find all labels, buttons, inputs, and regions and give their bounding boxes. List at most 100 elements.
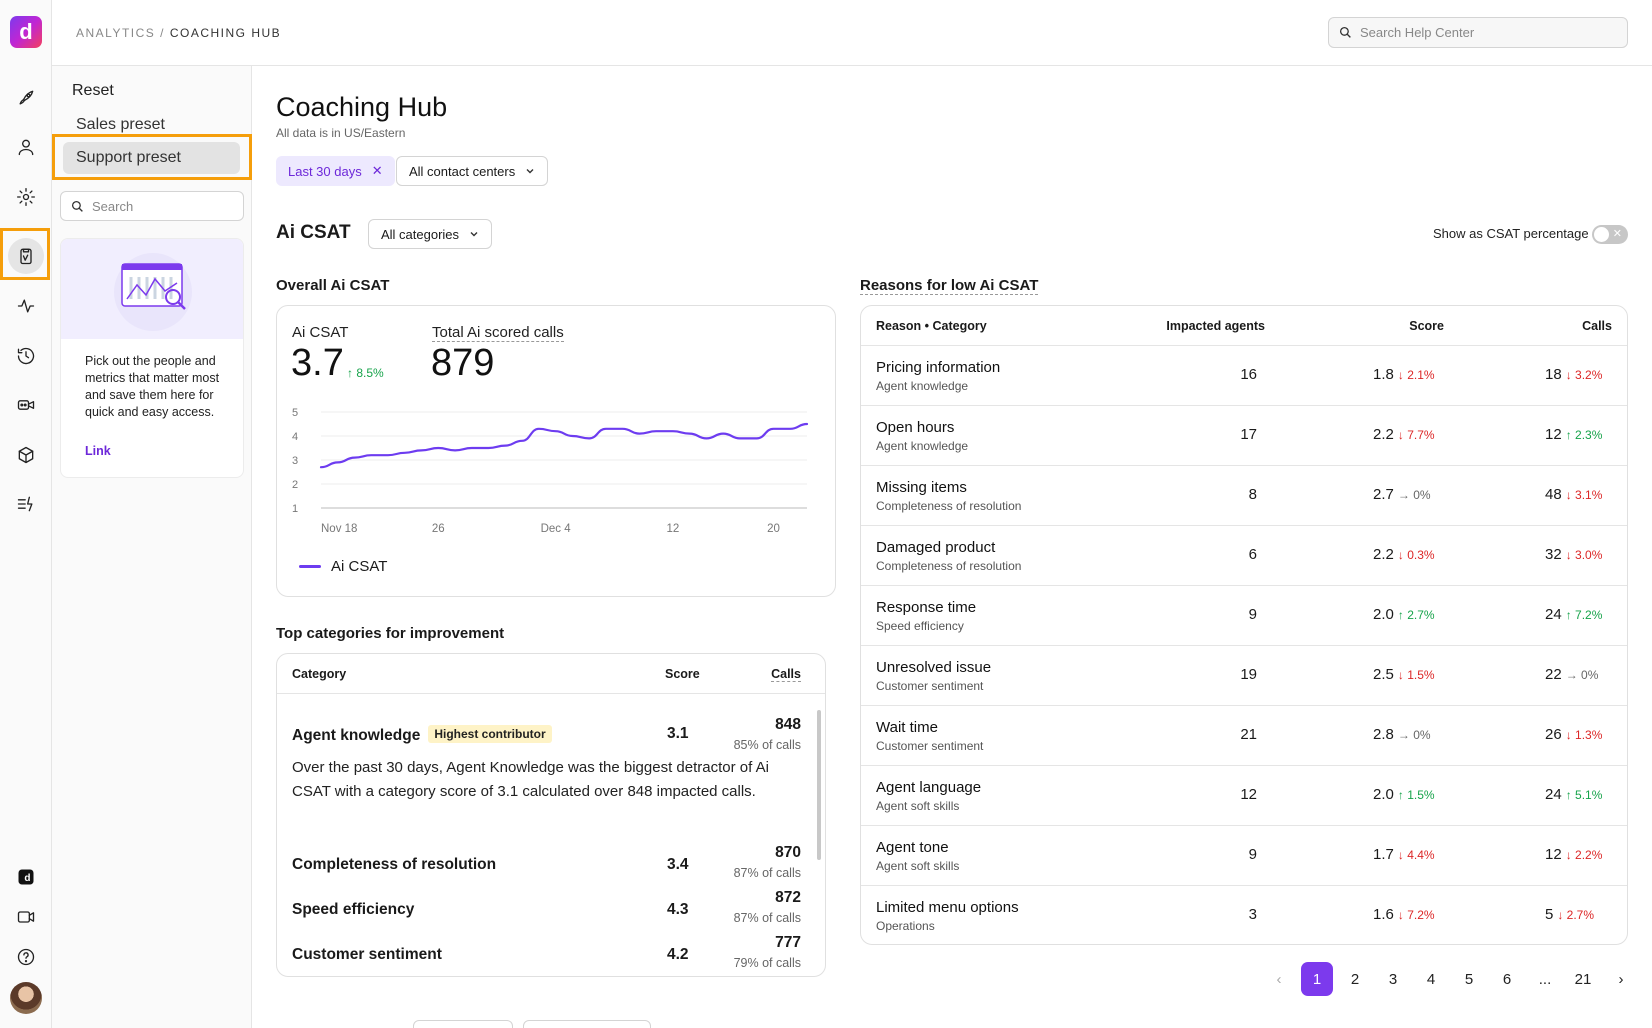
promo-illustration: [61, 239, 243, 339]
category-score: 4.2: [667, 946, 689, 963]
breadcrumb-parent[interactable]: ANALYTICS: [76, 26, 156, 40]
y-tick-label: 5: [292, 407, 298, 419]
avatar[interactable]: [10, 982, 42, 1014]
reason-row[interactable]: Agent language Agent soft skills 12 2.0 ↑ 1.…: [861, 766, 1627, 826]
clipboard-icon[interactable]: [10, 240, 42, 272]
history-icon[interactable]: [10, 340, 42, 372]
preset-support[interactable]: Support preset: [76, 149, 181, 166]
category-name: Agent knowledge Highest contributor: [292, 725, 552, 745]
prev-page-button[interactable]: ‹: [1276, 970, 1282, 988]
score-value: 1.8: [1373, 366, 1394, 383]
preset-sales[interactable]: Sales preset: [76, 116, 165, 133]
calls-value: 18: [1545, 366, 1562, 383]
page-1-button[interactable]: 1: [1301, 962, 1333, 996]
user-icon[interactable]: [10, 131, 42, 163]
cube-icon[interactable]: [10, 439, 42, 471]
page-4-button[interactable]: 4: [1426, 970, 1436, 988]
x-tick-label: 12: [667, 523, 680, 535]
reason-row[interactable]: Agent tone Agent soft skills 9 1.7 ↓ 4.4% 12 ↓…: [861, 826, 1627, 886]
reason-row[interactable]: Missing items Completeness of resolution 8…: [861, 466, 1627, 526]
reason-name: Open hours: [876, 419, 955, 436]
reset-button[interactable]: Reset: [72, 82, 114, 99]
top-categories-header: Category Score Calls: [277, 654, 825, 694]
category-name-text: Agent knowledge: [292, 727, 421, 744]
y-tick-label: 1: [292, 503, 298, 515]
highest-contributor-badge: Highest contributor: [428, 725, 552, 743]
impacted-agents: 9: [1248, 606, 1257, 623]
top-categories-title: Top categories for improvement: [276, 625, 505, 642]
reason-category: Customer sentiment: [876, 679, 984, 693]
score-value: 2.0: [1373, 606, 1394, 623]
chart-search-icon: [121, 263, 186, 310]
panel-search-input[interactable]: Search: [60, 191, 244, 221]
search-icon: [1339, 26, 1351, 38]
video-icon[interactable]: [10, 901, 42, 933]
contact-center-dropdown[interactable]: All contact centers: [396, 156, 549, 186]
pagination: ‹ 1 2 3 4 5 6... 21 ›: [1260, 962, 1640, 996]
reason-row[interactable]: Damaged product Completeness of resolutio…: [861, 526, 1627, 586]
category-score: 3.4: [667, 856, 689, 873]
page-3-button[interactable]: 3: [1388, 970, 1398, 988]
reason-row[interactable]: Wait time Customer sentiment 21 2.8 → 0% 26 ↓ …: [861, 706, 1627, 766]
kpi-csat-value: 3.7: [291, 342, 344, 384]
scrollbar[interactable]: [817, 710, 821, 860]
tasks-icon[interactable]: [10, 488, 42, 520]
reason-score: 1.7 ↓ 4.4%: [1373, 846, 1435, 863]
bottom-button-stub[interactable]: [413, 1020, 513, 1028]
x-tick-label: Dec 4: [541, 523, 572, 535]
rocket-icon[interactable]: [10, 82, 42, 114]
app-logo[interactable]: d: [10, 16, 42, 48]
score-value: 2.0: [1373, 786, 1394, 803]
reason-row[interactable]: Response time Speed efficiency 9 2.0 ↑ 2.7% 2…: [861, 586, 1627, 646]
reason-name: Wait time: [876, 719, 938, 736]
kpi-calls-label[interactable]: Total Ai scored calls: [432, 324, 564, 342]
reason-category: Completeness of resolution: [876, 499, 1022, 513]
reason-row[interactable]: Unresolved issue Customer sentiment 19 2.5 ↓…: [861, 646, 1627, 706]
dialpad-icon[interactable]: d: [10, 861, 42, 893]
col-calls[interactable]: Calls: [771, 667, 801, 682]
gear-icon[interactable]: [10, 181, 42, 213]
category-name: Customer sentiment: [292, 946, 442, 963]
close-icon[interactable]: ✕: [371, 163, 383, 178]
help-search-input[interactable]: Search Help Center: [1328, 17, 1628, 48]
calls-value: 48: [1545, 486, 1562, 503]
left-rail: d d: [0, 0, 52, 1028]
video-bot-icon[interactable]: [10, 389, 42, 421]
reason-calls: 12 ↑ 2.3%: [1545, 426, 1602, 443]
date-filter-chip[interactable]: Last 30 days ✕: [276, 156, 395, 186]
activity-icon[interactable]: [10, 290, 42, 322]
score-delta: ↓ 0.3%: [1397, 548, 1435, 562]
calls-delta: ↓ 3.2%: [1565, 368, 1603, 382]
promo-link[interactable]: Link: [85, 444, 111, 458]
col-agents: Impacted agents: [1166, 319, 1265, 333]
chart-legend: Ai CSAT: [299, 558, 387, 575]
series-line-ai-csat: [319, 422, 809, 469]
reason-row[interactable]: Limited menu options Operations 3 1.6 ↓ 7.2%…: [861, 886, 1627, 944]
reason-score: 1.8 ↓ 2.1%: [1373, 366, 1435, 383]
reason-score: 2.7 → 0%: [1373, 486, 1431, 503]
category-dropdown[interactable]: All categories: [368, 219, 493, 249]
page-last-button[interactable]: 21: [1574, 970, 1592, 988]
reasons-title[interactable]: Reasons for low Ai CSAT: [860, 277, 1039, 295]
impacted-agents: 3: [1248, 906, 1257, 923]
score-value: 2.2: [1373, 546, 1394, 563]
top-categories-card: Category Score Calls Agent knowledge High…: [276, 653, 826, 977]
pagination-ellipsis: ...: [1538, 970, 1552, 988]
score-delta: ↑ 2.7%: [1397, 608, 1435, 622]
page-5-button[interactable]: 5: [1464, 970, 1474, 988]
page-6-button[interactable]: 6: [1502, 970, 1512, 988]
score-delta: ↓ 2.1%: [1397, 368, 1435, 382]
reason-name: Response time: [876, 599, 977, 616]
bottom-button-stub[interactable]: [523, 1020, 651, 1028]
help-icon[interactable]: [10, 941, 42, 973]
page-2-button[interactable]: 2: [1350, 970, 1360, 988]
reason-row[interactable]: Pricing information Agent knowledge 16 1.8 ↓…: [861, 346, 1627, 406]
reason-category: Operations: [876, 919, 935, 933]
contact-center-label: All contact centers: [409, 163, 516, 179]
x-tick-label: 20: [767, 523, 780, 535]
reason-row[interactable]: Open hours Agent knowledge 17 2.2 ↓ 7.7% 12 ↑ …: [861, 406, 1627, 466]
reason-name: Pricing information: [876, 359, 1001, 376]
csat-percentage-toggle[interactable]: ✕: [1592, 225, 1628, 244]
category-dropdown-label: All categories: [381, 226, 460, 242]
next-page-button[interactable]: ›: [1618, 970, 1624, 988]
